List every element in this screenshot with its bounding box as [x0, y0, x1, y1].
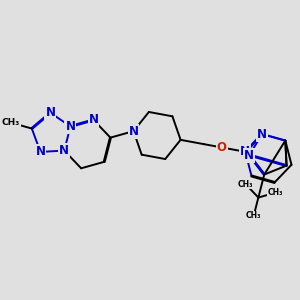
- Text: N: N: [59, 144, 69, 157]
- Text: N: N: [45, 106, 56, 119]
- Text: N: N: [65, 120, 75, 133]
- Text: N: N: [88, 113, 98, 126]
- Text: O: O: [217, 141, 227, 154]
- Text: N: N: [35, 146, 45, 158]
- Text: CH₃: CH₃: [2, 118, 20, 127]
- Text: N: N: [244, 148, 254, 162]
- Text: CH₃: CH₃: [268, 188, 283, 197]
- Text: N: N: [128, 125, 139, 138]
- Text: N: N: [257, 128, 267, 141]
- Text: CH₃: CH₃: [246, 211, 262, 220]
- Text: CH₃: CH₃: [238, 180, 254, 189]
- Text: N: N: [240, 145, 250, 158]
